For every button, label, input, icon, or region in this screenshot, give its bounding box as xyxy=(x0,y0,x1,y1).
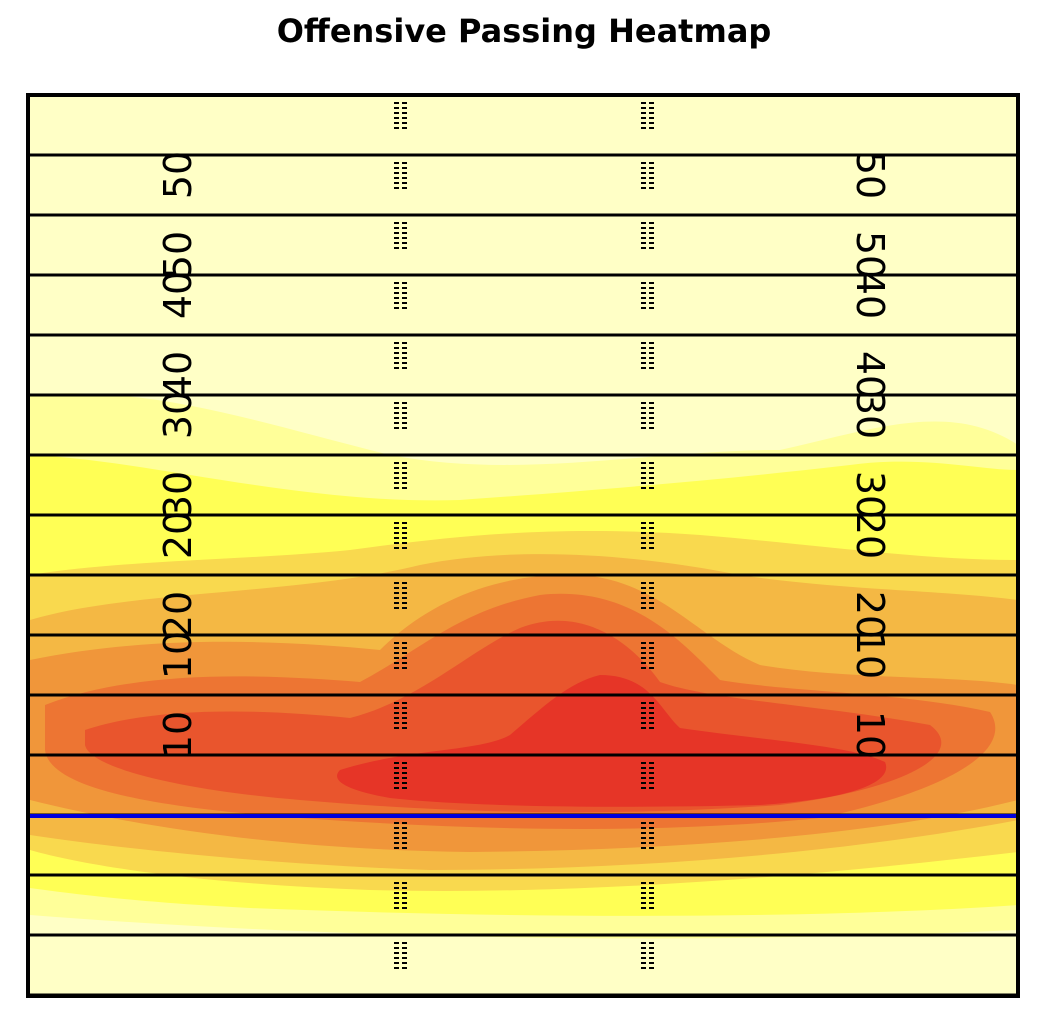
yard-label-left: 10 xyxy=(156,711,200,759)
yard-label-left: 10 xyxy=(156,631,200,679)
yard-label-left: 20 xyxy=(156,511,200,559)
yard-label-left: 40 xyxy=(156,351,200,399)
yard-label-right: 10 xyxy=(848,711,892,759)
yard-label-left: 30 xyxy=(156,391,200,439)
yard-label-left: 30 xyxy=(156,471,200,519)
field-border xyxy=(26,93,1020,998)
density-level-8 xyxy=(337,675,887,807)
yard-label-left: 20 xyxy=(156,591,200,639)
hash-marks xyxy=(394,102,654,969)
yard-label-right: 20 xyxy=(848,591,892,639)
density-contours xyxy=(30,393,1018,939)
yard-label-right: 10 xyxy=(848,631,892,679)
yard-label-right: 40 xyxy=(848,271,892,319)
yard-label-right: 30 xyxy=(848,471,892,519)
chart-title: Offensive Passing Heatmap xyxy=(276,12,772,50)
yard-label-left: 50 xyxy=(156,151,200,199)
yard-label-left: 50 xyxy=(156,231,200,279)
yard-label-right: 30 xyxy=(848,391,892,439)
yard-label-right: 20 xyxy=(848,511,892,559)
yard-label-right: 40 xyxy=(848,351,892,399)
yard-label-left: 40 xyxy=(156,271,200,319)
yard-label-right: 50 xyxy=(848,231,892,279)
yard-label-right: 50 xyxy=(848,151,892,199)
